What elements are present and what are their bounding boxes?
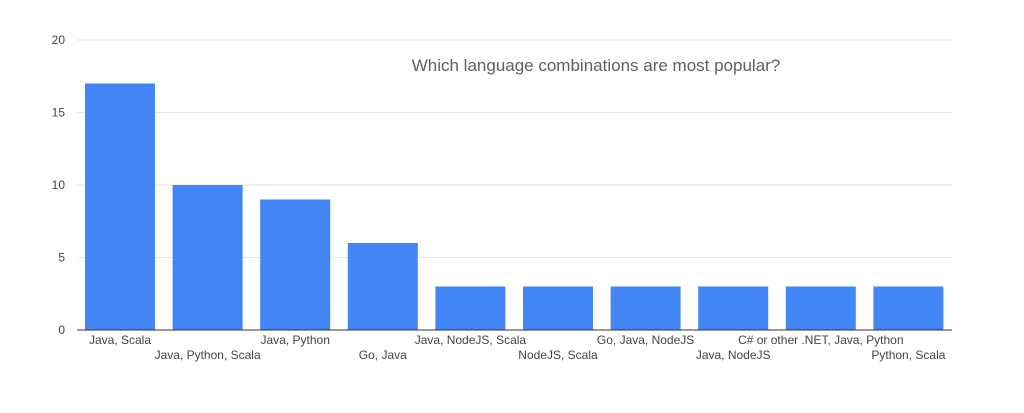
x-tick-label-8: Java, NodeJS: [696, 348, 771, 362]
bar-4: [347, 243, 418, 330]
bars: [85, 83, 944, 330]
bar-3: [260, 199, 331, 330]
x-tick-label-2: Java, Python, Scala: [155, 348, 261, 362]
bar-10: [873, 286, 944, 330]
bar-6: [523, 286, 593, 330]
x-tick-label-6: NodeJS, Scala: [518, 348, 598, 362]
x-tick-label-4: Go, Java: [359, 348, 407, 362]
x-tick-label-10: Python, Scala: [871, 348, 945, 362]
y-tick-label-5: 5: [58, 251, 65, 265]
bar-5: [435, 286, 506, 330]
chart-title: Which language combinations are most pop…: [412, 56, 781, 75]
y-axis-ticks: 0 5 10 15 20: [52, 33, 66, 337]
y-tick-label-0: 0: [58, 323, 65, 337]
y-tick-label-10: 10: [52, 178, 66, 192]
bar-8: [698, 286, 769, 330]
bar-9: [785, 286, 856, 330]
y-tick-label-15: 15: [52, 106, 66, 120]
bar-1: [85, 83, 155, 330]
x-tick-label-5: Java, NodeJS, Scala: [415, 333, 527, 347]
y-tick-label-20: 20: [52, 33, 66, 47]
bar-2: [172, 185, 243, 330]
bar-7: [610, 286, 681, 330]
x-tick-label-7: Go, Java, NodeJS: [597, 333, 694, 347]
x-tick-label-1: Java, Scala: [89, 333, 151, 347]
x-tick-label-3: Java, Python: [261, 333, 330, 347]
x-tick-label-9: C# or other .NET, Java, Python: [738, 333, 903, 347]
